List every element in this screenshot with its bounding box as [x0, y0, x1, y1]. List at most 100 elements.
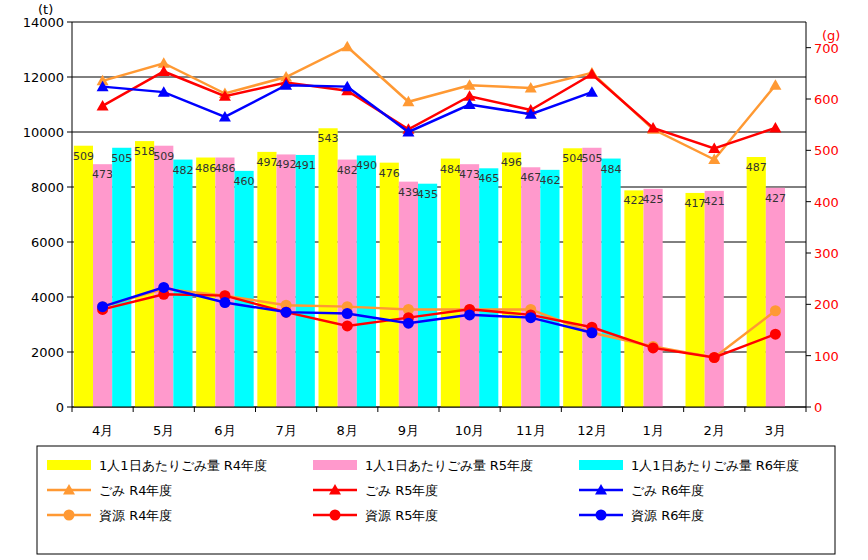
- x-tick-label: 2月: [704, 423, 725, 438]
- bar: [601, 159, 620, 407]
- marker: [219, 90, 231, 101]
- grid-line: [72, 132, 806, 133]
- data-label: 505: [581, 152, 602, 165]
- bar: [479, 168, 498, 407]
- bar: [319, 128, 338, 407]
- tick: [67, 77, 72, 78]
- data-label: 486: [195, 162, 216, 175]
- bar: [112, 148, 131, 407]
- marker: [647, 122, 659, 133]
- tick: [806, 253, 811, 254]
- marker: [769, 122, 781, 133]
- data-label: 421: [704, 195, 725, 208]
- data-label: 492: [276, 158, 297, 171]
- y-axis-title: (t): [38, 2, 53, 17]
- tick: [806, 150, 811, 151]
- marker: [402, 126, 414, 137]
- marker: [464, 79, 476, 90]
- tick: [67, 187, 72, 188]
- marker: [330, 510, 341, 521]
- legend-swatch: [313, 460, 357, 470]
- data-label: 509: [73, 150, 94, 163]
- bar: [338, 160, 357, 407]
- legend-label: ごみ R4年度: [99, 483, 172, 498]
- legend-label: ごみ R5年度: [365, 483, 438, 498]
- plot-area: [74, 41, 785, 407]
- tick: [67, 22, 72, 23]
- marker: [464, 309, 475, 320]
- data-label: 504: [562, 152, 583, 165]
- x-tick-label: 8月: [337, 423, 358, 438]
- x-tick: [806, 407, 807, 412]
- data-label: 439: [398, 186, 419, 199]
- data-label: 460: [234, 175, 255, 188]
- line: [103, 287, 592, 332]
- tick: [67, 407, 72, 408]
- legend-label: 資源 R6年度: [631, 508, 704, 523]
- bar: [196, 158, 215, 407]
- data-label: 467: [520, 171, 541, 184]
- bar: [644, 189, 663, 407]
- data-label: 484: [440, 163, 461, 176]
- marker: [342, 308, 353, 319]
- x-tick: [683, 407, 684, 412]
- marker: [97, 100, 109, 111]
- x-tick: [255, 407, 256, 412]
- marker: [329, 484, 341, 495]
- marker: [586, 68, 598, 79]
- bar: [380, 163, 399, 407]
- y-tick-label: 10000: [23, 125, 64, 140]
- x-axis: [72, 407, 806, 408]
- marker: [97, 301, 108, 312]
- marker: [648, 342, 659, 353]
- x-tick: [500, 407, 501, 412]
- x-tick: [72, 407, 73, 412]
- y-tick-label: 14000: [23, 15, 64, 30]
- bar: [624, 190, 643, 407]
- tick: [806, 355, 811, 356]
- y-axis: [72, 22, 73, 407]
- x-tick: [622, 407, 623, 412]
- x-tick: [439, 407, 440, 412]
- line: [103, 85, 592, 132]
- bar: [686, 193, 705, 407]
- tick: [806, 304, 811, 305]
- y2-tick-label: 500: [814, 143, 839, 158]
- chart: 0200040006000800010000120001400001002003…: [0, 0, 868, 560]
- marker: [595, 484, 607, 495]
- tick: [806, 407, 811, 408]
- x-tick-label: 1月: [642, 423, 663, 438]
- y2-tick-label: 400: [814, 195, 839, 210]
- x-tick-label: 11月: [516, 423, 546, 438]
- x-tick-label: 4月: [92, 423, 113, 438]
- x-tick-label: 5月: [153, 423, 174, 438]
- bar: [418, 184, 437, 407]
- marker: [219, 111, 231, 122]
- bar: [234, 171, 253, 407]
- marker: [525, 312, 536, 323]
- data-label: 487: [746, 161, 767, 174]
- marker: [342, 320, 353, 331]
- marker: [708, 143, 720, 154]
- bar: [747, 157, 766, 407]
- grid-line: [72, 77, 806, 78]
- bar: [441, 159, 460, 407]
- legend-swatch: [579, 460, 623, 470]
- y-tick-label: 12000: [23, 70, 64, 85]
- tick: [67, 242, 72, 243]
- marker: [64, 510, 75, 521]
- bar: [540, 170, 559, 407]
- data-label: 425: [643, 193, 664, 206]
- legend-box: [37, 446, 835, 554]
- y-tick-label: 8000: [31, 180, 64, 195]
- marker: [708, 154, 720, 165]
- line: [103, 47, 776, 160]
- marker: [770, 305, 781, 316]
- data-label: 482: [337, 164, 358, 177]
- grid-line: [72, 22, 806, 23]
- x-tick-label: 7月: [275, 423, 296, 438]
- marker: [341, 81, 353, 92]
- line: [103, 294, 776, 357]
- marker: [596, 510, 607, 521]
- bar: [154, 146, 173, 407]
